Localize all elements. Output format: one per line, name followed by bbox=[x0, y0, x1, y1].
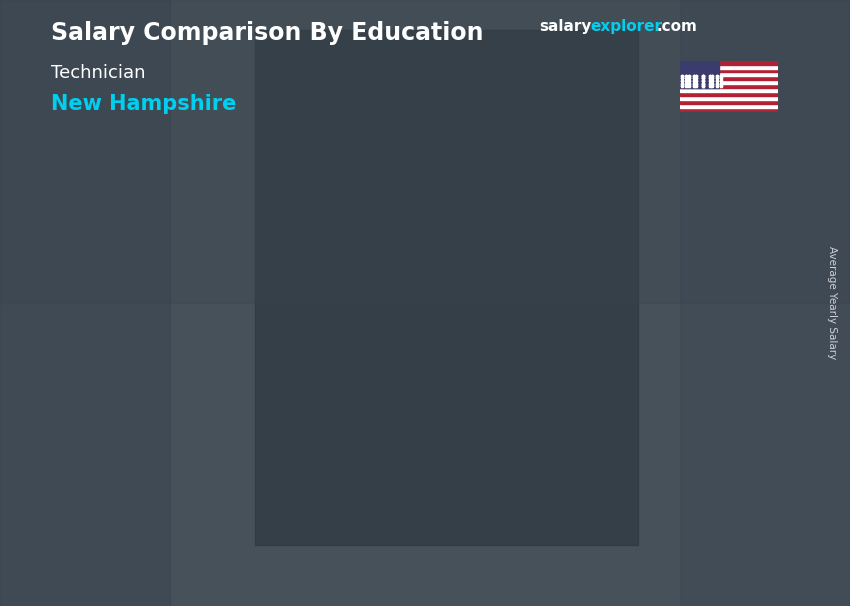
Bar bbox=[680, 88, 778, 92]
Text: explorer: explorer bbox=[591, 19, 663, 35]
Text: Salary Comparison By Education: Salary Comparison By Education bbox=[51, 21, 484, 45]
Bar bbox=[680, 81, 778, 84]
Bar bbox=[680, 0, 850, 606]
Bar bbox=[680, 104, 778, 108]
Text: .com: .com bbox=[656, 19, 697, 35]
Bar bbox=[680, 73, 778, 76]
Bar bbox=[680, 76, 778, 81]
Polygon shape bbox=[204, 353, 302, 533]
Bar bbox=[680, 108, 778, 112]
Bar bbox=[680, 84, 778, 88]
Bar bbox=[255, 30, 638, 545]
Text: Technician: Technician bbox=[51, 64, 145, 82]
Polygon shape bbox=[466, 163, 580, 185]
Text: salary: salary bbox=[540, 19, 592, 35]
Bar bbox=[0, 0, 850, 303]
Bar bbox=[680, 65, 778, 68]
Bar bbox=[680, 61, 719, 88]
Text: 33,100 USD: 33,100 USD bbox=[197, 308, 315, 327]
Bar bbox=[0, 0, 170, 606]
Polygon shape bbox=[564, 163, 580, 533]
Text: Bachelor's Degree: Bachelor's Degree bbox=[429, 568, 600, 586]
Text: +93%: +93% bbox=[335, 101, 434, 130]
Bar bbox=[680, 96, 778, 100]
Polygon shape bbox=[302, 331, 318, 533]
Bar bbox=[680, 61, 778, 65]
Text: Certificate or Diploma: Certificate or Diploma bbox=[150, 568, 356, 586]
Polygon shape bbox=[204, 331, 318, 353]
FancyArrowPatch shape bbox=[302, 171, 460, 328]
Text: New Hampshire: New Hampshire bbox=[51, 94, 236, 114]
Text: Average Yearly Salary: Average Yearly Salary bbox=[827, 247, 837, 359]
Bar bbox=[680, 100, 778, 104]
Text: 63,900 USD: 63,900 USD bbox=[459, 143, 577, 161]
Polygon shape bbox=[466, 185, 564, 533]
Bar bbox=[680, 92, 778, 96]
Bar bbox=[680, 68, 778, 73]
